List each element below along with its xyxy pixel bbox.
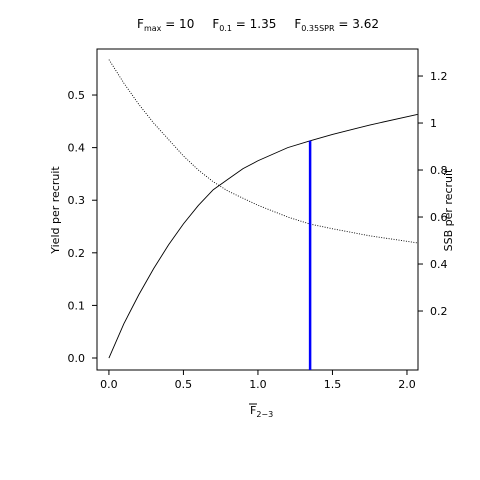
y2-axis-label: SSB per recruit: [442, 168, 455, 251]
x-tick-label: 0.0: [100, 378, 118, 391]
chart-title: Fmax = 10 F0.1 = 1.35 F0.35SPR = 3.62: [137, 17, 379, 33]
x-label-symbol: F: [250, 404, 256, 417]
y-tick-label: 0.0: [68, 352, 86, 365]
title-subscript: 0.35SPR: [301, 24, 335, 33]
title-value: = 10: [161, 17, 194, 31]
y-tick-label: 0.4: [68, 142, 86, 155]
title-symbol: F: [137, 17, 144, 31]
y2-tick-label: 0.6: [430, 211, 448, 224]
y2-tick-label: 0.8: [430, 164, 448, 177]
y2-tick-label: 1: [430, 117, 437, 130]
title-subscript: 0.1: [219, 24, 232, 33]
x-tick-label: 2.0: [398, 378, 416, 391]
title-value: = 3.62: [335, 17, 379, 31]
x-tick-label: 1.5: [324, 378, 342, 391]
x-tick-label: 0.5: [175, 378, 193, 391]
y-tick-label: 0.2: [68, 247, 86, 260]
y-axis-label: Yield per recruit: [49, 166, 62, 255]
series-line: [108, 114, 418, 359]
y2-tick-label: 0.4: [430, 258, 448, 271]
y2-tick-label: 0.2: [430, 305, 448, 318]
title-subscript: max: [144, 24, 162, 33]
x-label-subscript: 2−3: [256, 410, 273, 419]
y-tick-label: 0.1: [68, 299, 86, 312]
title-symbol: F: [294, 17, 301, 31]
y-tick-label: 0.5: [68, 89, 86, 102]
title-value: = 1.35: [232, 17, 276, 31]
x-tick-label: 1.0: [249, 378, 267, 391]
series-line: [108, 59, 418, 244]
x-axis-label: F2−3: [250, 404, 273, 419]
title-symbol: F: [212, 17, 219, 31]
y-tick-label: 0.3: [68, 194, 86, 207]
plot-frame: [96, 48, 419, 371]
y2-tick-label: 1.2: [430, 70, 448, 83]
